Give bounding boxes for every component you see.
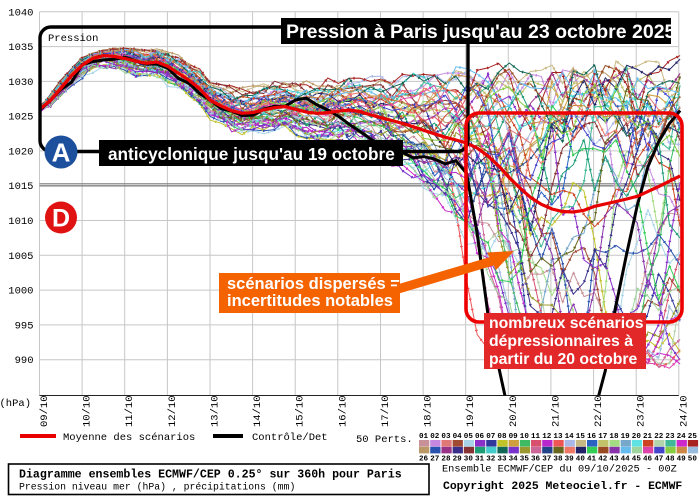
svg-text:23/10: 23/10 [636,395,648,427]
svg-text:30: 30 [464,456,474,464]
svg-text:27: 27 [430,456,440,464]
svg-text:15: 15 [576,433,586,441]
svg-text:16: 16 [587,433,597,441]
svg-text:D: D [52,205,70,233]
svg-text:1030: 1030 [8,77,33,89]
svg-text:14/10: 14/10 [252,395,264,427]
svg-text:31: 31 [475,456,485,464]
svg-text:1040: 1040 [8,7,33,19]
svg-text:Pression niveau mer (hPa) , pr: Pression niveau mer (hPa) , précipitatio… [19,482,295,493]
svg-text:06: 06 [475,433,485,441]
svg-text:1010: 1010 [8,216,33,228]
svg-text:21/10: 21/10 [550,395,562,427]
svg-text:24/10: 24/10 [678,395,690,427]
svg-text:995: 995 [15,320,34,332]
svg-text:48: 48 [665,456,675,464]
svg-text:34: 34 [509,456,519,464]
svg-text:41: 41 [587,456,597,464]
svg-text:12/10: 12/10 [167,395,179,427]
svg-text:dépressionnaires à: dépressionnaires à [489,333,633,350]
svg-text:18/10: 18/10 [423,395,435,427]
svg-text:49: 49 [677,456,687,464]
svg-text:Moyenne des scénarios: Moyenne des scénarios [63,432,195,444]
svg-text:40: 40 [576,456,586,464]
svg-text:09: 09 [509,433,519,441]
svg-text:Contrôle/Det: Contrôle/Det [252,432,328,444]
svg-text:37: 37 [542,456,552,464]
svg-text:Diagramme ensembles ECMWF/CEP: Diagramme ensembles ECMWF/CEP 0.25° sur … [19,469,402,482]
svg-text:nombreux scénarios: nombreux scénarios [489,315,644,332]
svg-text:35: 35 [520,456,530,464]
svg-text:32: 32 [486,456,496,464]
svg-text:11/10: 11/10 [124,395,136,427]
svg-text:23: 23 [665,433,675,441]
svg-text:1015: 1015 [8,181,33,193]
svg-text:45: 45 [632,456,642,464]
svg-text:19/10: 19/10 [465,395,477,427]
svg-text:anticyclonique jusqu'au 19 oct: anticyclonique jusqu'au 19 octobre [108,144,395,164]
svg-text:50: 50 [688,456,698,464]
svg-text:10: 10 [520,433,530,441]
svg-text:Pression: Pression [48,33,98,45]
svg-text:38: 38 [553,456,563,464]
svg-text:50 Perts.: 50 Perts. [356,434,413,446]
svg-text:02: 02 [430,433,440,441]
svg-text:1005: 1005 [8,251,33,263]
svg-text:04: 04 [453,433,463,441]
svg-text:A: A [52,138,71,168]
svg-text:12: 12 [542,433,552,441]
svg-text:09/10: 09/10 [39,395,51,427]
svg-text:1020: 1020 [8,146,33,158]
svg-text:03: 03 [441,433,451,441]
svg-text:partir du 20 octobre: partir du 20 octobre [489,351,638,368]
svg-text:18: 18 [609,433,619,441]
svg-text:20: 20 [632,433,642,441]
svg-text:20/10: 20/10 [508,395,520,427]
svg-text:15/10: 15/10 [295,395,307,427]
svg-text:24: 24 [677,433,687,441]
svg-text:11: 11 [531,433,541,441]
svg-text:1035: 1035 [8,42,33,54]
svg-text:scénarios dispersés =: scénarios dispersés = [227,275,400,293]
svg-text:08: 08 [497,433,507,441]
svg-text:47: 47 [654,456,664,464]
svg-text:21: 21 [643,433,653,441]
svg-text:33: 33 [497,456,507,464]
svg-text:incertitudes notables: incertitudes notables [227,292,393,310]
svg-text:17: 17 [598,433,608,441]
svg-text:14: 14 [565,433,575,441]
svg-text:13: 13 [553,433,563,441]
svg-text:19: 19 [621,433,631,441]
svg-text:16/10: 16/10 [337,395,349,427]
svg-text:28: 28 [441,456,451,464]
svg-text:Copyright 2025 Meteociel.fr -: Copyright 2025 Meteociel.fr - ECMWF [443,481,682,493]
svg-text:17/10: 17/10 [380,395,392,427]
svg-text:43: 43 [609,456,619,464]
svg-text:36: 36 [531,456,541,464]
svg-text:46: 46 [643,456,653,464]
svg-text:(hPa): (hPa) [0,398,31,410]
svg-text:22/10: 22/10 [593,395,605,427]
svg-text:07: 07 [486,433,496,441]
svg-text:26: 26 [419,456,429,464]
svg-text:1025: 1025 [8,112,33,124]
svg-text:39: 39 [565,456,575,464]
svg-text:990: 990 [15,355,34,367]
svg-text:01: 01 [419,433,429,441]
svg-text:10/10: 10/10 [82,395,94,427]
svg-text:1000: 1000 [8,286,33,298]
svg-text:42: 42 [598,456,608,464]
svg-text:29: 29 [453,456,463,464]
svg-text:44: 44 [621,456,631,464]
svg-text:05: 05 [464,433,474,441]
svg-text:22: 22 [654,433,664,441]
svg-text:Ensemble ECMWF/CEP du 09/10/20: Ensemble ECMWF/CEP du 09/10/2025 - 00Z [442,464,677,476]
svg-text:13/10: 13/10 [210,395,222,427]
svg-text:Pression à Paris jusqu'au 23 o: Pression à Paris jusqu'au 23 octobre 202… [286,21,676,43]
svg-text:25: 25 [688,433,698,441]
